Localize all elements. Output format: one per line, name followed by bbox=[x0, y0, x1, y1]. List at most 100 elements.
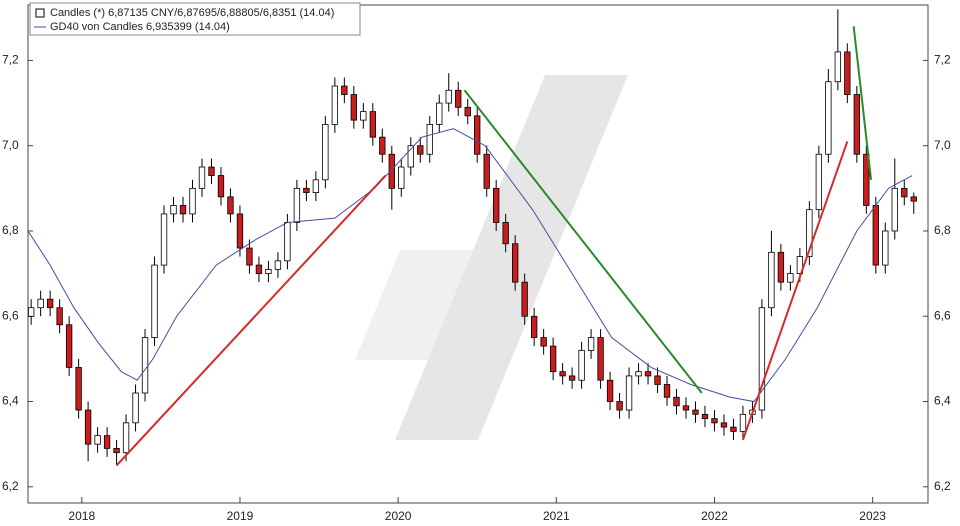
candle-body bbox=[198, 166, 206, 189]
candle-body bbox=[720, 422, 728, 428]
x-tick-label: 2022 bbox=[701, 509, 728, 523]
candle-body bbox=[27, 307, 35, 317]
legend-candle-icon bbox=[35, 8, 45, 18]
y-tick-label-right: 6,2 bbox=[934, 479, 951, 493]
candle-body bbox=[549, 345, 557, 373]
candle-body bbox=[777, 251, 785, 283]
candle-body bbox=[512, 243, 519, 283]
candle-body bbox=[388, 153, 395, 189]
candle-body bbox=[217, 175, 225, 198]
candle-body bbox=[369, 111, 376, 138]
candle-body bbox=[160, 213, 168, 266]
candle-body bbox=[521, 281, 528, 317]
candle-body bbox=[692, 409, 699, 415]
candle-body bbox=[312, 179, 320, 194]
candle-body bbox=[464, 106, 471, 117]
trend-line bbox=[741, 141, 849, 441]
y-tick-label: 6,8 bbox=[2, 223, 19, 237]
y-tick-label-right: 6,6 bbox=[934, 308, 951, 322]
candle-body bbox=[75, 367, 82, 411]
candle-body bbox=[103, 435, 111, 449]
candle-body bbox=[436, 102, 443, 125]
candle-body bbox=[94, 435, 101, 445]
y-tick-label-right: 7,0 bbox=[934, 138, 951, 152]
candle-body bbox=[568, 375, 576, 381]
candle-body bbox=[834, 51, 842, 83]
candle-body bbox=[350, 94, 358, 121]
candle-body bbox=[825, 81, 832, 155]
candle-body bbox=[587, 337, 595, 351]
candle-body bbox=[806, 209, 813, 257]
candle-body bbox=[151, 264, 158, 338]
candle-body bbox=[739, 413, 747, 432]
candle-body bbox=[255, 264, 263, 275]
candle-body bbox=[901, 187, 908, 198]
candle-body bbox=[474, 115, 481, 155]
candle-body bbox=[341, 85, 348, 95]
y-tick-label-right: 6,8 bbox=[934, 223, 951, 237]
y-tick-label-right: 7,2 bbox=[934, 53, 951, 67]
candle-body bbox=[84, 409, 92, 445]
candle-body bbox=[179, 204, 187, 215]
candle-body bbox=[284, 222, 291, 262]
candle-body bbox=[65, 324, 73, 368]
watermark bbox=[355, 75, 628, 440]
candle-body bbox=[787, 273, 794, 283]
candle-body bbox=[872, 204, 879, 266]
legend bbox=[29, 2, 361, 36]
candle-body bbox=[208, 166, 215, 176]
candle-body bbox=[597, 337, 604, 381]
candle-body bbox=[293, 187, 301, 223]
candle-body bbox=[844, 51, 851, 95]
candle-body bbox=[711, 418, 718, 424]
candle-body bbox=[398, 166, 405, 189]
candle-body bbox=[407, 145, 414, 168]
candle-body bbox=[768, 251, 775, 309]
candle-body bbox=[891, 187, 898, 232]
candle-body bbox=[796, 256, 804, 275]
candle-body bbox=[227, 196, 234, 215]
candle-body bbox=[331, 85, 339, 125]
candle-body bbox=[663, 384, 671, 398]
candle-body bbox=[606, 379, 614, 402]
candle-body bbox=[303, 187, 310, 194]
candle-body bbox=[758, 307, 766, 411]
candle-body bbox=[265, 268, 272, 275]
candle-body bbox=[682, 405, 690, 411]
y-tick-label-right: 6,4 bbox=[934, 394, 951, 408]
candle-body bbox=[246, 247, 253, 266]
x-tick-label: 2018 bbox=[68, 509, 95, 523]
plot-frame bbox=[27, 4, 929, 504]
candle-body bbox=[379, 136, 386, 155]
candle-body bbox=[493, 187, 500, 223]
candle-body bbox=[701, 413, 709, 419]
moving-average-line bbox=[27, 128, 913, 403]
candle-body bbox=[540, 337, 547, 347]
candle-body bbox=[189, 187, 196, 215]
candle-body bbox=[502, 222, 509, 245]
x-tick-label: 2020 bbox=[385, 509, 412, 523]
candle-body bbox=[625, 375, 633, 411]
candle-body bbox=[455, 89, 462, 108]
candle-body bbox=[141, 337, 149, 394]
candle-body bbox=[559, 371, 566, 377]
y-tick-label: 6,2 bbox=[2, 479, 19, 493]
candle-body bbox=[910, 196, 917, 202]
trend-line bbox=[463, 89, 703, 394]
x-tick-label: 2023 bbox=[859, 509, 886, 523]
candle-body bbox=[483, 153, 490, 189]
candle-body bbox=[673, 396, 680, 407]
candle-body bbox=[360, 111, 367, 121]
candle-body bbox=[236, 213, 244, 249]
candle-body bbox=[113, 448, 120, 454]
candle-body bbox=[274, 260, 282, 270]
y-tick-label: 6,6 bbox=[2, 308, 19, 322]
legend-label: Candles (*) 6,87135 CNY/6,87695/6,88805/… bbox=[50, 7, 334, 19]
candle-body bbox=[530, 315, 538, 338]
legend-label: GD40 von Candles 6,935399 (14.04) bbox=[50, 21, 230, 33]
x-tick-label: 2019 bbox=[227, 509, 254, 523]
candle-body bbox=[37, 298, 44, 309]
candle-body bbox=[730, 426, 737, 432]
candle-body bbox=[445, 89, 452, 104]
